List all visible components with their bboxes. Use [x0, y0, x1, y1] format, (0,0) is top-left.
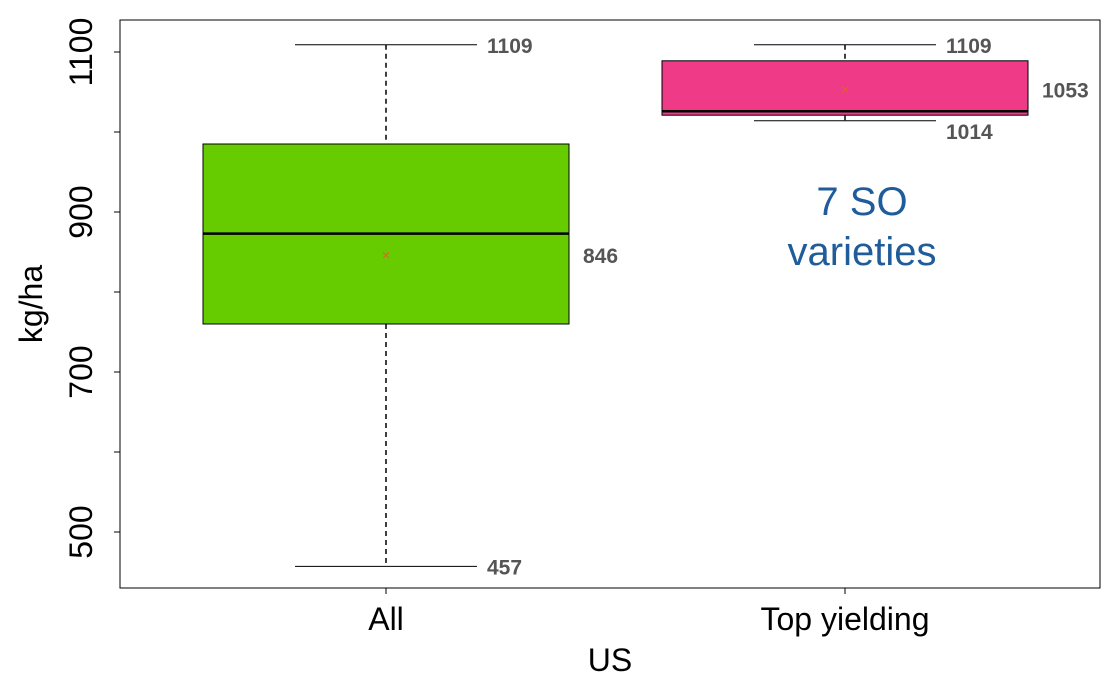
mean-marker — [382, 251, 390, 259]
x-tick-label: Top yielding — [761, 601, 930, 637]
mean-label: 1053 — [1042, 80, 1089, 103]
y-axis-title: kg/ha — [13, 265, 49, 343]
y-tick-label: 1100 — [63, 18, 99, 87]
box-all: 1109 846 457 — [202, 35, 618, 579]
mean-marker — [841, 86, 849, 93]
whisker-low-label: 1014 — [946, 121, 993, 144]
annotation-line-2: varieties — [788, 230, 937, 274]
x-axis: All Top yielding — [368, 588, 930, 637]
y-tick-label: 700 — [63, 345, 99, 398]
box-series: 1109 846 457 1109 1053 1014 — [202, 35, 1089, 579]
y-axis: 500 700 900 1100 — [63, 18, 120, 559]
plot-frame — [119, 19, 1101, 589]
whisker-high-label: 1109 — [946, 35, 992, 58]
mean-label: 846 — [583, 245, 618, 268]
annotation: 7 SO varieties — [788, 180, 937, 274]
box-top-yielding: 1109 1053 1014 — [661, 35, 1089, 144]
x-axis-title: US — [588, 642, 632, 678]
whisker-low-label: 457 — [487, 556, 522, 579]
iqr-box — [661, 60, 1029, 116]
x-tick-label: All — [368, 601, 404, 637]
annotation-line-1: 7 SO — [816, 180, 907, 224]
y-tick-label: 500 — [63, 505, 99, 558]
y-tick-label: 900 — [63, 185, 99, 238]
whisker-high-label: 1109 — [487, 35, 533, 58]
